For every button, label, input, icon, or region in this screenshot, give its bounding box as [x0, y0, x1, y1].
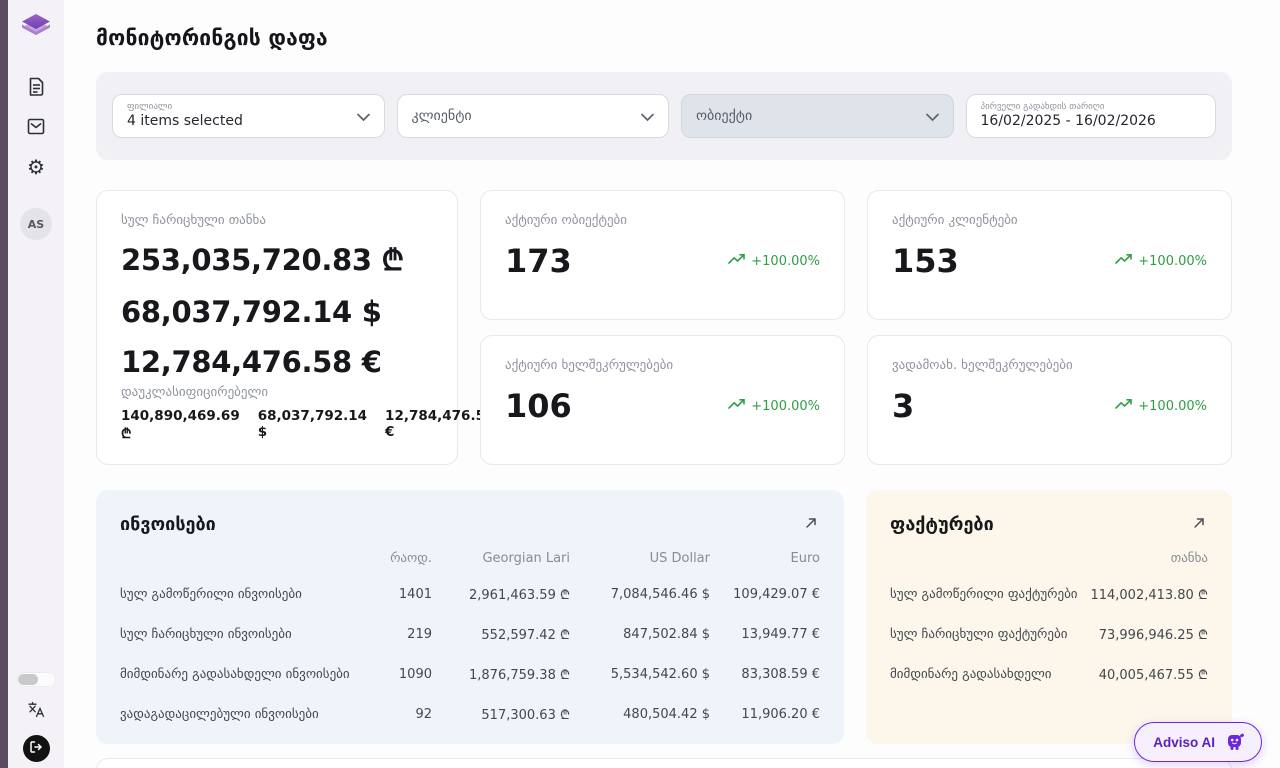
- lower-grid: ინვოისები რაოდ. Georgian Lari US Dollar …: [96, 490, 1232, 744]
- table-row: მიმდინარე გადასახდელი ინვოისები 1090 1,8…: [120, 666, 820, 684]
- col-gel: Georgian Lari: [482, 551, 570, 566]
- factures-title: ფაქტურები: [890, 514, 994, 535]
- file-text-icon: [27, 76, 46, 100]
- client-select-placeholder: კლიენტი: [411, 108, 472, 124]
- unclassified-label: დაუკლასიფიცირებელი: [121, 385, 269, 400]
- stat-change: +100.00%: [728, 398, 820, 414]
- chevron-down-icon: [925, 107, 939, 126]
- factures-external-link-icon[interactable]: [1190, 514, 1208, 535]
- filter-bar: ფილიალი 4 items selected კლიენტი ობიექტი: [96, 72, 1232, 160]
- client-select[interactable]: კლიენტი: [396, 94, 669, 138]
- invoices-header-row: რაოდ. Georgian Lari US Dollar Euro: [120, 543, 820, 574]
- factures-card: ფაქტურები თანხა სულ გ: [866, 490, 1232, 744]
- total-deposited-card: სულ ჩარიცხული თანხა 253,035,720.83 ₾ 68,…: [96, 190, 494, 465]
- factures-table: თანხა სულ გამოწერილი ფაქტურები 114,002,4…: [890, 543, 1208, 694]
- object-select[interactable]: ობიექტი: [681, 94, 954, 138]
- col-eur: Euro: [790, 551, 820, 566]
- left-edge-strip: [0, 0, 8, 768]
- toggle-knob: [18, 674, 38, 685]
- active-clients-card: აქტიური კლიენტები 153 +100.00%: [867, 190, 1232, 320]
- table-row: სულ გამოწერილი ფაქტურები 114,002,413.80 …: [890, 586, 1208, 604]
- stat-title: ვადამოახ. ხელშეკრულებები: [892, 358, 1073, 373]
- sidebar-bottom: [16, 672, 56, 762]
- stat-value: 3: [892, 387, 915, 425]
- stats-grid: სულ ჩარიცხული თანხა 253,035,720.83 ₾ 68,…: [96, 190, 1232, 465]
- branch-select[interactable]: ფილიალი 4 items selected: [112, 94, 385, 138]
- stat-title: აქტიური ხელშეკრულებები: [505, 358, 674, 373]
- branch-select-value: 4 items selected: [127, 112, 243, 129]
- page-title: მონიტორინგის დაფა: [96, 26, 328, 50]
- total-amount-eur: 12,784,476.58 €: [121, 345, 382, 379]
- date-range-label: პირველი გადახდის თარიღი: [980, 101, 1105, 112]
- invoices-card: ინვოისები რაოდ. Georgian Lari US Dollar …: [96, 490, 844, 744]
- active-contracts-card: აქტიური ხელშეკრულებები 106 +100.00%: [480, 335, 845, 465]
- table-row: ვადაგადაცილებული ინვოისები 92 517,300.63…: [120, 706, 820, 724]
- invoices-external-link-icon[interactable]: [802, 514, 820, 535]
- main-content: მონიტორინგის დაფა ფილიალი 4 items select…: [64, 0, 1280, 768]
- stat-change: +100.00%: [728, 253, 820, 269]
- stat-value: 106: [505, 387, 572, 425]
- logout-icon: [29, 740, 43, 757]
- table-row: მიმდინარე გადასახდელი 40,005,467.55 ₾: [890, 666, 1208, 684]
- branch-select-label: ფილიალი: [127, 101, 173, 112]
- unclassified-block: დაუკლასიფიცირებელი 140,890,469.69 ₾ 68,0…: [121, 385, 494, 442]
- adviso-ai-button[interactable]: Adviso AI: [1134, 722, 1262, 762]
- trending-up-icon: [1115, 253, 1133, 269]
- invoices-title: ინვოისები: [120, 514, 216, 535]
- object-select-placeholder: ობიექტი: [696, 108, 753, 124]
- stat-change: +100.00%: [1115, 253, 1207, 269]
- unclassified-amount-gel: 140,890,469.69 ₾: [121, 408, 240, 442]
- translate-icon: [27, 701, 45, 721]
- stat-change: +100.00%: [1115, 398, 1207, 414]
- sidebar-item-documents[interactable]: [18, 70, 54, 106]
- stat-title: აქტიური ობიექტები: [505, 213, 628, 228]
- total-amount-gel: 253,035,720.83 ₾: [121, 243, 404, 277]
- invoices-table: რაოდ. Georgian Lari US Dollar Euro სულ გ…: [120, 543, 820, 734]
- robot-mascot-icon: [1223, 729, 1247, 756]
- unclassified-amount-eur: 12,784,476.58 €: [385, 408, 495, 440]
- active-objects-card: აქტიური ობიექტები 173 +100.00%: [480, 190, 845, 320]
- col-qty: რაოდ.: [390, 551, 432, 566]
- total-amount-usd: 68,037,792.14 $: [121, 295, 382, 329]
- chevron-down-icon: [356, 107, 370, 126]
- col-amount: თანხა: [1170, 551, 1208, 566]
- factures-header-row: თანხა: [890, 543, 1208, 574]
- app-logo-icon[interactable]: [19, 10, 53, 40]
- sidebar-item-settings[interactable]: ⚙: [18, 150, 54, 186]
- table-row: სულ ჩარიცხული ფაქტურები 73,996,946.25 ₾: [890, 626, 1208, 644]
- col-usd: US Dollar: [649, 551, 710, 566]
- adviso-ai-label: Adviso AI: [1153, 734, 1215, 750]
- date-range-input[interactable]: პირველი გადახდის თარიღი 16/02/2025 - 16/…: [965, 94, 1216, 138]
- sidebar-item-inbox[interactable]: [18, 110, 54, 146]
- avatar[interactable]: AS: [20, 208, 52, 240]
- language-switch-button[interactable]: [27, 701, 45, 721]
- sidebar: ⚙ AS: [8, 0, 64, 768]
- trending-up-icon: [728, 398, 746, 414]
- chevron-down-icon: [641, 107, 654, 126]
- trending-up-icon: [728, 253, 746, 269]
- mail-inbox-icon: [26, 117, 46, 139]
- stat-value: 173: [505, 242, 572, 280]
- logout-button[interactable]: [22, 735, 50, 762]
- stat-value: 153: [892, 242, 959, 280]
- table-row: სულ ჩარიცხული ინვოისები 219 552,597.42 ₾…: [120, 626, 820, 644]
- expiring-contracts-card: ვადამოახ. ხელშეკრულებები 3 +100.00%: [867, 335, 1232, 465]
- stat-title: აქტიური კლიენტები: [892, 213, 1018, 228]
- theme-toggle[interactable]: [16, 672, 56, 687]
- unclassified-amount-usd: 68,037,792.14 $: [257, 408, 368, 440]
- total-deposited-title: სულ ჩარიცხული თანხა: [121, 213, 266, 228]
- gear-icon: ⚙: [27, 157, 45, 179]
- next-section-card-peek: [96, 758, 1232, 768]
- trending-up-icon: [1115, 398, 1133, 414]
- table-row: სულ გამოწერილი ინვოისები 1401 2,961,463.…: [120, 586, 820, 604]
- date-range-value: 16/02/2025 - 16/02/2026: [980, 112, 1156, 129]
